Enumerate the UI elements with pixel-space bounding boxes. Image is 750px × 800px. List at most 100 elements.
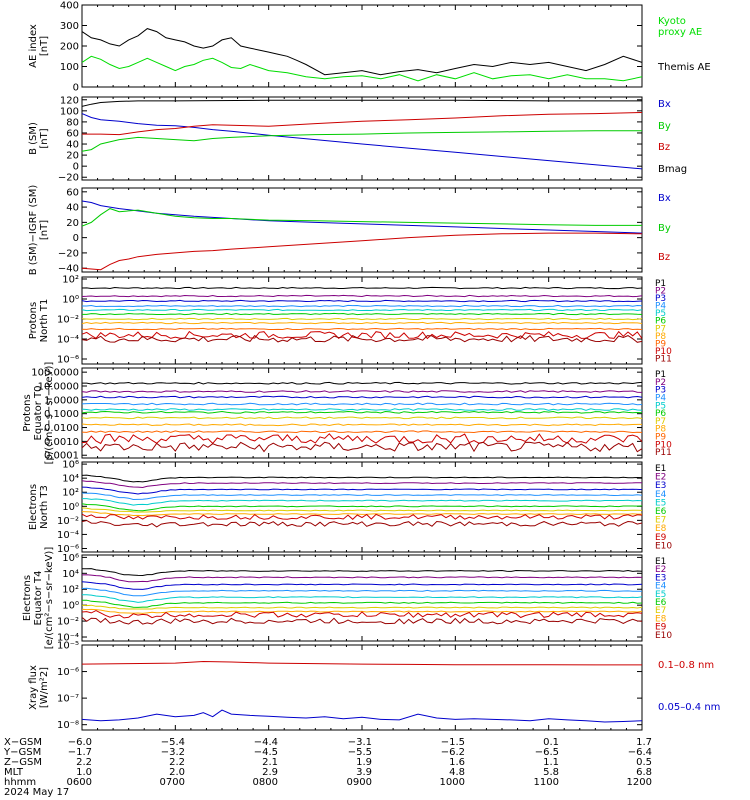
series-line-e3 (81, 486, 643, 495)
y-tick-label: 0.0001 (44, 451, 79, 462)
y-tick-label: 0.0010 (44, 437, 79, 448)
y-axis-label: Protons (28, 302, 39, 339)
y-tick-label: 40 (66, 203, 79, 214)
y-axis-label: [e/(cm²−s−sr−keV)] (44, 547, 55, 650)
y-tick-label: 300 (60, 21, 79, 32)
y-tick-label: 10⁴ (62, 569, 79, 580)
legend-label: E3 (655, 481, 666, 491)
series-line-e1 (82, 568, 643, 577)
series-line-e3 (81, 581, 643, 590)
legend-label: E1 (655, 464, 666, 474)
ephemeris-value: 1200 (627, 777, 652, 788)
y-axis-label: Electrons (28, 484, 39, 530)
legend-label: P8 (655, 425, 666, 435)
ephemeris-row-label: hhmm (4, 777, 36, 788)
legend-label: P3 (655, 294, 666, 304)
y-tick-label: 0 (73, 233, 79, 244)
y-axis-label: North T1 (39, 299, 50, 343)
y-axis-label: North T3 (39, 485, 50, 529)
series-line-p8 (81, 423, 642, 427)
y-tick-label: 10⁶ (62, 460, 79, 471)
y-tick-label: 100.0000 (31, 368, 79, 379)
legend-label: E2 (655, 473, 666, 483)
y-tick-label: 10⁰ (62, 601, 79, 612)
y-tick-label: 10² (62, 488, 79, 499)
legend-label: E10 (655, 631, 672, 641)
y-axis-label: B (SM)−IGRF (SM) (28, 185, 39, 276)
panel-xray: 10⁻⁵ 10⁻⁶ 10⁻⁷ 10⁻⁸ Xray flux [W/m²2] 0.1–0.8 … (28, 641, 720, 732)
ephemeris-row-label: Z−GSM (4, 757, 42, 768)
y-tick-label: 10⁻⁶ (57, 544, 79, 555)
y-tick-label: 60 (66, 128, 79, 139)
ephemeris-value: 2.1 (262, 757, 278, 768)
y-tick-label: 10⁻² (57, 315, 79, 326)
legend-label: P4 (655, 393, 666, 403)
legend-label: E7 (655, 516, 666, 526)
ephemeris-value: 2.0 (169, 767, 185, 778)
ephemeris-value: 0700 (160, 777, 185, 788)
legend-label: E2 (655, 565, 666, 575)
y-tick-label: 0 (73, 162, 79, 173)
series-line-p5 (81, 308, 643, 312)
series-line-e5 (82, 498, 643, 506)
series-line-bx (81, 200, 643, 234)
ephemeris-value: 2.9 (262, 767, 278, 778)
y-tick-label: 100 (60, 106, 79, 117)
legend-label: Bx (658, 99, 671, 110)
y-axis-label: AE index (28, 24, 39, 68)
y-tick-label: 40 (66, 140, 79, 151)
y-tick-label: 10⁻⁴ (57, 633, 79, 644)
y-axis-label: Electrons (22, 575, 33, 621)
series-line-p2 (81, 294, 643, 298)
ephemeris-value: 1000 (440, 777, 465, 788)
series-line-e5 (82, 594, 643, 603)
series-line-p9 (81, 430, 643, 434)
legend-label: P11 (655, 448, 672, 458)
series-line-e4 (81, 492, 643, 501)
y-tick-label: 10² (62, 275, 79, 286)
series-line-e7 (81, 507, 643, 513)
series-line-p9 (81, 327, 643, 331)
legend-label: Bmag (658, 164, 687, 175)
ephemeris-value: −1.7 (68, 747, 92, 758)
legend-label: P11 (655, 354, 672, 364)
ephemeris-value: 2.2 (76, 757, 92, 768)
legend-label: E1 (655, 557, 666, 567)
legend-label: P5 (655, 309, 666, 319)
legend-label: P1 (655, 370, 666, 380)
y-tick-label: 0.0100 (44, 423, 79, 434)
y-axis-label: B (SM) (28, 122, 39, 155)
ephemeris-value: 2.2 (169, 757, 185, 768)
series-line-bmag (81, 99, 642, 107)
y-tick-label: 10⁰ (62, 295, 79, 306)
y-tick-label: 120 (60, 95, 79, 106)
y-axis-label: Equator T0 (33, 386, 44, 441)
series-line-p4 (81, 402, 643, 406)
legend-label: E6 (655, 507, 667, 517)
ephemeris-value: 0.1 (543, 737, 559, 748)
legend-label: P7 (655, 324, 666, 334)
ephemeris-row-label: 2024 May 17 (4, 787, 69, 798)
series-line-0-1-0-8-nm (81, 660, 642, 666)
series-line-p8 (81, 321, 643, 325)
series-line-p1 (82, 381, 643, 385)
ephemeris-value: 3.9 (356, 767, 372, 778)
ephemeris-value: 6.8 (636, 767, 652, 778)
y-tick-label: 80 (66, 117, 79, 128)
y-tick-label: 0 (73, 83, 79, 94)
legend-label: P6 (655, 317, 666, 327)
panel-frame (81, 276, 643, 365)
series-line-e1 (81, 474, 643, 483)
series-line-e4 (81, 587, 642, 597)
series-line-e6 (82, 599, 643, 608)
ephemeris-value: 4.8 (449, 767, 465, 778)
series-line-p4 (82, 304, 643, 308)
y-tick-label: 10⁰ (62, 502, 79, 513)
y-tick-label: 10⁻⁷ (57, 694, 79, 705)
legend-label: P9 (655, 339, 666, 349)
legend-label: Kyoto (658, 16, 686, 27)
series-line-e10 (81, 617, 643, 625)
